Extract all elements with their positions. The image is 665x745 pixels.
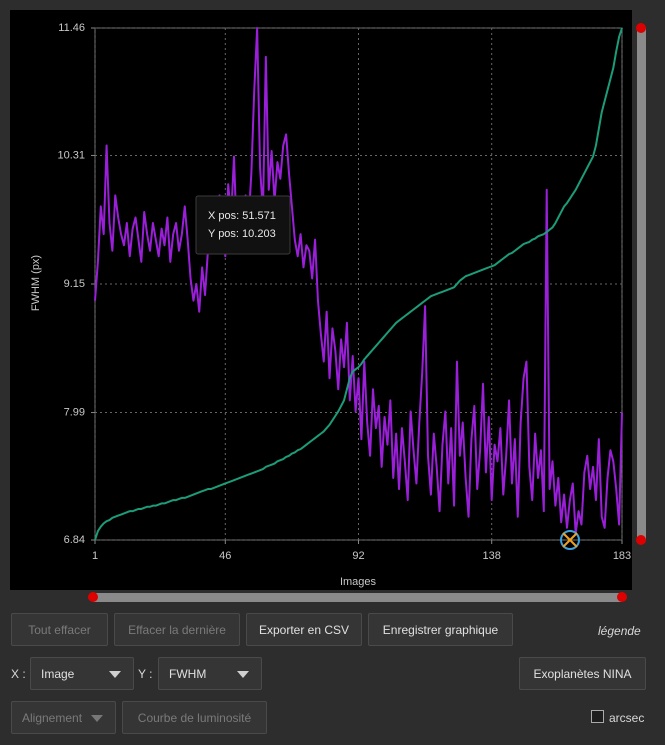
slider-handle[interactable] (88, 592, 98, 602)
clear-all-button[interactable]: Tout effacer (11, 613, 108, 646)
x-axis-label: Images (340, 576, 377, 588)
alignment-select[interactable]: Alignement (11, 701, 116, 734)
chart: FWHM (px) Images 6.84 7.99 9.15 10.31 11.46 1… (10, 10, 646, 602)
selection-marker (560, 530, 580, 550)
slider-handle[interactable] (636, 535, 646, 545)
y-axis-label: FWHM (px) (30, 255, 42, 311)
x-select-label: X : (11, 667, 26, 681)
marker-cross (562, 532, 578, 548)
y-tick-label: 10.31 (57, 149, 85, 161)
dropdown-arrow (237, 671, 249, 678)
x-tick-label: 183 (613, 550, 631, 562)
x-select-value: Image (41, 666, 75, 681)
x-tick-label: 1 (92, 550, 98, 562)
y-range-slider[interactable] (637, 28, 646, 540)
tooltip-text: X pos: 51.571 (208, 210, 276, 222)
x-range-slider[interactable] (93, 593, 622, 602)
chart-background (10, 10, 632, 590)
arcsec-label: arcsec (609, 711, 645, 725)
x-tick-label: 92 (352, 550, 364, 562)
save-chart-button[interactable]: Enregistrer graphique (368, 613, 513, 646)
slider-handle[interactable] (636, 23, 646, 33)
light-curve-button[interactable]: Courbe de luminosité (122, 701, 267, 734)
x-tick-label: 138 (483, 550, 501, 562)
data-line (94, 27, 623, 541)
x-select[interactable]: Image (30, 657, 134, 690)
y-tick-label: 6.84 (64, 534, 85, 546)
tooltip-box (195, 195, 291, 255)
y-select[interactable]: FWHM (158, 657, 262, 690)
y-tick-label: 11.46 (58, 22, 85, 34)
legend-toggle[interactable]: légende (598, 624, 641, 638)
alignment-value: Alignement (22, 710, 83, 725)
y-select-label: Y : (138, 667, 153, 681)
x-tick-label: 46 (219, 550, 231, 562)
export-csv-button[interactable]: Exporter en CSV (246, 613, 362, 646)
y-tick-label: 9.15 (64, 278, 85, 290)
slider-handle[interactable] (617, 592, 627, 602)
clear-last-button[interactable]: Effacer la dernière (114, 613, 240, 646)
marker-circle (560, 530, 580, 550)
arcsec-checkbox[interactable] (591, 710, 604, 723)
y-select-value: FWHM (169, 666, 207, 681)
y-tick-label: 7.99 (64, 406, 85, 418)
data-line (94, 27, 623, 535)
dropdown-arrow (91, 715, 103, 722)
tooltip-text: Y pos: 10.203 (208, 228, 276, 240)
exoplanets-button[interactable]: Exoplanètes NINA (519, 657, 646, 690)
dropdown-arrow (109, 671, 121, 678)
